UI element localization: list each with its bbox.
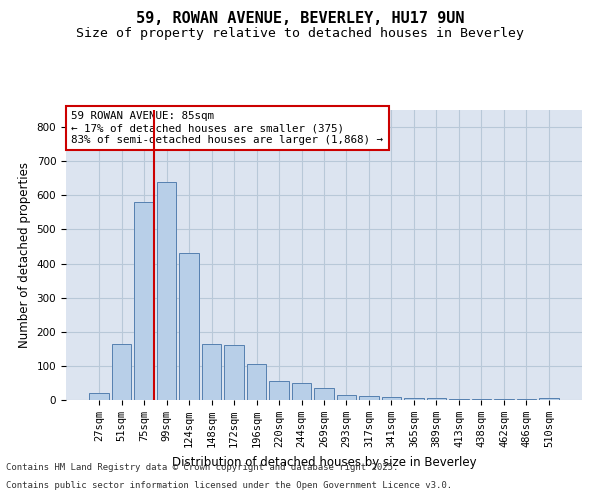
Bar (157, 182, 176, 400)
Bar (449, 399, 469, 400)
Text: Contains public sector information licensed under the Open Government Licence v3: Contains public sector information licen… (6, 481, 452, 490)
Bar (269, 381, 289, 400)
Bar (539, 398, 559, 400)
Bar (314, 388, 334, 400)
Bar (472, 398, 491, 400)
Bar (202, 344, 221, 400)
Text: 59 ROWAN AVENUE: 85sqm
← 17% of detached houses are smaller (375)
83% of semi-de: 59 ROWAN AVENUE: 85sqm ← 17% of detached… (71, 112, 383, 144)
Text: Size of property relative to detached houses in Beverley: Size of property relative to detached ho… (76, 26, 524, 40)
Bar (89, 393, 109, 400)
Bar (337, 395, 356, 400)
Bar (427, 398, 446, 400)
Bar (112, 344, 131, 400)
Bar (404, 398, 424, 400)
Bar (292, 383, 311, 400)
Y-axis label: Number of detached properties: Number of detached properties (18, 162, 31, 348)
X-axis label: Distribution of detached houses by size in Beverley: Distribution of detached houses by size … (172, 456, 476, 468)
Bar (359, 396, 379, 400)
Text: 59, ROWAN AVENUE, BEVERLEY, HU17 9UN: 59, ROWAN AVENUE, BEVERLEY, HU17 9UN (136, 11, 464, 26)
Bar (134, 202, 154, 400)
Bar (247, 364, 266, 400)
Bar (224, 346, 244, 400)
Bar (179, 254, 199, 400)
Bar (382, 396, 401, 400)
Text: Contains HM Land Registry data © Crown copyright and database right 2025.: Contains HM Land Registry data © Crown c… (6, 464, 398, 472)
